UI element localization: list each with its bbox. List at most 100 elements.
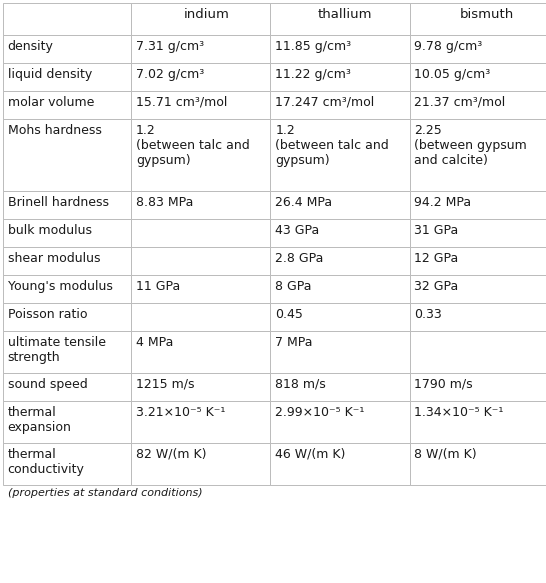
Bar bbox=[131, 191, 270, 219]
Bar bbox=[410, 331, 546, 373]
Text: 94.2 MPa: 94.2 MPa bbox=[414, 196, 472, 209]
Bar bbox=[410, 191, 546, 219]
Text: 17.247 cm³/mol: 17.247 cm³/mol bbox=[275, 96, 375, 109]
Bar bbox=[3, 191, 131, 219]
Text: 2.25
(between gypsum
and calcite): 2.25 (between gypsum and calcite) bbox=[414, 124, 527, 167]
Text: 1215 m/s: 1215 m/s bbox=[136, 378, 194, 391]
Text: bulk modulus: bulk modulus bbox=[8, 224, 92, 237]
Text: 46 W/(m K): 46 W/(m K) bbox=[275, 448, 346, 461]
Bar bbox=[131, 401, 270, 443]
Text: 818 m/s: 818 m/s bbox=[275, 378, 326, 391]
Text: 3.21×10⁻⁵ K⁻¹: 3.21×10⁻⁵ K⁻¹ bbox=[136, 406, 225, 419]
Bar bbox=[270, 373, 410, 401]
Text: 1.2
(between talc and
gypsum): 1.2 (between talc and gypsum) bbox=[136, 124, 250, 167]
Bar bbox=[3, 275, 131, 303]
Bar bbox=[131, 63, 270, 91]
Bar bbox=[410, 119, 546, 191]
Text: 11.85 g/cm³: 11.85 g/cm³ bbox=[275, 40, 352, 53]
Bar bbox=[410, 91, 546, 119]
Bar bbox=[410, 63, 546, 91]
Text: 10.05 g/cm³: 10.05 g/cm³ bbox=[414, 68, 491, 81]
Bar bbox=[270, 91, 410, 119]
Text: shear modulus: shear modulus bbox=[8, 252, 100, 265]
Bar bbox=[410, 373, 546, 401]
Text: 9.78 g/cm³: 9.78 g/cm³ bbox=[414, 40, 483, 53]
Bar bbox=[131, 303, 270, 331]
Bar bbox=[270, 119, 410, 191]
Text: Poisson ratio: Poisson ratio bbox=[8, 308, 87, 321]
Bar bbox=[3, 219, 131, 247]
Text: 2.8 GPa: 2.8 GPa bbox=[275, 252, 324, 265]
Bar bbox=[131, 443, 270, 485]
Bar bbox=[3, 35, 131, 63]
Bar bbox=[131, 35, 270, 63]
Text: thermal
conductivity: thermal conductivity bbox=[8, 448, 85, 476]
Text: liquid density: liquid density bbox=[8, 68, 92, 81]
Bar bbox=[131, 91, 270, 119]
Bar bbox=[410, 275, 546, 303]
Bar bbox=[131, 331, 270, 373]
Bar bbox=[131, 373, 270, 401]
Text: indium: indium bbox=[184, 8, 230, 21]
Text: 7.02 g/cm³: 7.02 g/cm³ bbox=[136, 68, 204, 81]
Bar bbox=[410, 443, 546, 485]
Bar bbox=[270, 63, 410, 91]
Bar bbox=[270, 331, 410, 373]
Bar bbox=[410, 219, 546, 247]
Bar bbox=[3, 91, 131, 119]
Text: 0.33: 0.33 bbox=[414, 308, 442, 321]
Text: 7 MPa: 7 MPa bbox=[275, 336, 313, 349]
Text: density: density bbox=[8, 40, 54, 53]
Bar bbox=[270, 219, 410, 247]
Bar bbox=[270, 3, 410, 35]
Text: 8 W/(m K): 8 W/(m K) bbox=[414, 448, 477, 461]
Bar bbox=[131, 275, 270, 303]
Bar bbox=[410, 401, 546, 443]
Text: 31 GPa: 31 GPa bbox=[414, 224, 459, 237]
Bar bbox=[410, 303, 546, 331]
Bar bbox=[3, 3, 131, 35]
Text: 8 GPa: 8 GPa bbox=[275, 280, 312, 293]
Text: sound speed: sound speed bbox=[8, 378, 87, 391]
Bar bbox=[3, 373, 131, 401]
Text: Mohs hardness: Mohs hardness bbox=[8, 124, 102, 137]
Bar bbox=[410, 247, 546, 275]
Text: 4 MPa: 4 MPa bbox=[136, 336, 174, 349]
Bar bbox=[270, 401, 410, 443]
Bar bbox=[270, 35, 410, 63]
Text: 2.99×10⁻⁵ K⁻¹: 2.99×10⁻⁵ K⁻¹ bbox=[275, 406, 365, 419]
Bar bbox=[3, 401, 131, 443]
Text: 21.37 cm³/mol: 21.37 cm³/mol bbox=[414, 96, 506, 109]
Text: thermal
expansion: thermal expansion bbox=[8, 406, 72, 434]
Text: bismuth: bismuth bbox=[460, 8, 514, 21]
Bar bbox=[3, 303, 131, 331]
Text: 1.34×10⁻⁵ K⁻¹: 1.34×10⁻⁵ K⁻¹ bbox=[414, 406, 504, 419]
Bar bbox=[270, 247, 410, 275]
Text: 12 GPa: 12 GPa bbox=[414, 252, 459, 265]
Text: Brinell hardness: Brinell hardness bbox=[8, 196, 109, 209]
Bar bbox=[270, 191, 410, 219]
Text: 0.45: 0.45 bbox=[275, 308, 303, 321]
Text: 32 GPa: 32 GPa bbox=[414, 280, 459, 293]
Bar bbox=[131, 119, 270, 191]
Bar bbox=[270, 275, 410, 303]
Text: 82 W/(m K): 82 W/(m K) bbox=[136, 448, 206, 461]
Text: (properties at standard conditions): (properties at standard conditions) bbox=[8, 488, 203, 498]
Bar bbox=[270, 443, 410, 485]
Text: ultimate tensile
strength: ultimate tensile strength bbox=[8, 336, 106, 364]
Bar bbox=[3, 247, 131, 275]
Bar bbox=[3, 443, 131, 485]
Bar bbox=[131, 3, 270, 35]
Bar bbox=[131, 219, 270, 247]
Text: 15.71 cm³/mol: 15.71 cm³/mol bbox=[136, 96, 228, 109]
Text: 7.31 g/cm³: 7.31 g/cm³ bbox=[136, 40, 204, 53]
Bar bbox=[410, 3, 546, 35]
Bar bbox=[270, 303, 410, 331]
Bar bbox=[131, 247, 270, 275]
Bar bbox=[3, 63, 131, 91]
Bar bbox=[3, 331, 131, 373]
Text: 1790 m/s: 1790 m/s bbox=[414, 378, 473, 391]
Text: 8.83 MPa: 8.83 MPa bbox=[136, 196, 193, 209]
Bar bbox=[3, 119, 131, 191]
Text: molar volume: molar volume bbox=[8, 96, 94, 109]
